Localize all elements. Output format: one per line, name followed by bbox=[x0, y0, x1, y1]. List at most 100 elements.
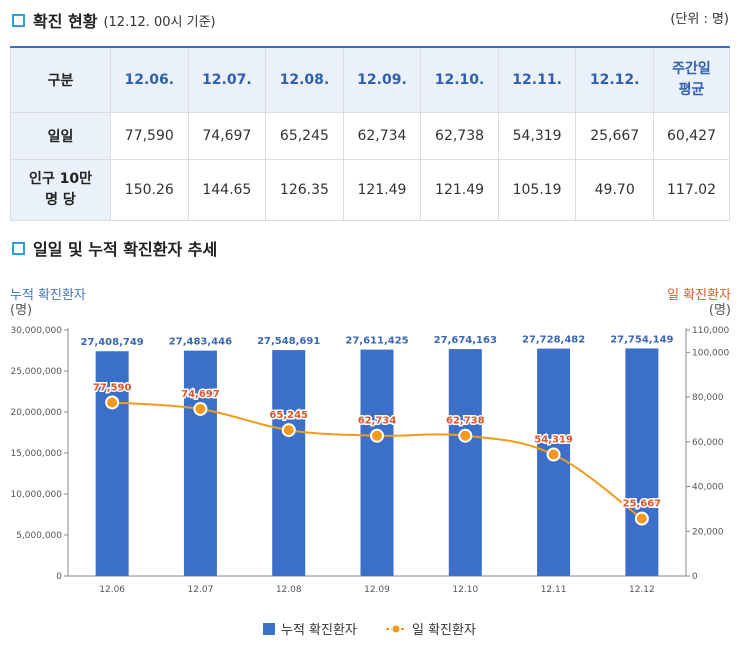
daily-cases-value-label: 54,319 bbox=[534, 435, 573, 446]
row-label-line1: 인구 10만 bbox=[29, 171, 92, 187]
right-axis-title: 일 확진환자 bbox=[667, 288, 731, 303]
legend-bar-label: 누적 확진환자 bbox=[281, 623, 357, 638]
right-axis-tick-label: 40,000 bbox=[692, 483, 724, 493]
daily-cases-point bbox=[634, 511, 649, 526]
section-square-icon bbox=[12, 13, 25, 27]
x-axis-tick-label: 12.06 bbox=[99, 585, 125, 595]
table-cell: 62,734 bbox=[342, 112, 422, 160]
date-header: 12.11. bbox=[497, 46, 577, 113]
left-axis-tick-label: 0 bbox=[56, 572, 62, 582]
table-cell: 77,590 bbox=[110, 112, 189, 160]
date-header: 12.09. bbox=[342, 46, 422, 113]
left-axis-tick-label: 5,000,000 bbox=[16, 531, 62, 541]
bar-value-label: 27,728,482 bbox=[522, 335, 585, 346]
bar-value-label: 27,548,691 bbox=[257, 336, 320, 347]
bar-value-label: 27,408,749 bbox=[81, 337, 144, 348]
date-header: 12.07. bbox=[187, 46, 267, 113]
legend-line-label: 일 확진환자 bbox=[412, 623, 476, 638]
daily-cases-value-label: 77,590 bbox=[93, 382, 132, 393]
date-header: 12.10. bbox=[420, 46, 499, 113]
legend-bar-swatch bbox=[263, 623, 275, 635]
table-corner-header: 구분 bbox=[10, 46, 111, 113]
status-title: 확진 현황 bbox=[33, 12, 98, 31]
table-cell: 65,245 bbox=[265, 112, 344, 160]
bar-cumulative bbox=[183, 350, 217, 576]
confirmed-cases-table: 구분 12.06. 12.07. 12.08. 12.09. 12.10. 12… bbox=[10, 46, 730, 221]
status-section-header: 확진 현황 (12.12. 00시 기준) bbox=[12, 8, 216, 32]
table-cell-average: 117.02 bbox=[653, 159, 730, 221]
daily-cases-point bbox=[458, 428, 473, 443]
daily-cases-point bbox=[281, 423, 296, 438]
daily-cases-point bbox=[105, 395, 120, 410]
row-label-per-100k: 인구 10만 명 당 bbox=[10, 159, 111, 221]
row-label-daily: 일일 bbox=[10, 112, 111, 160]
daily-cases-value-label: 65,245 bbox=[269, 410, 308, 421]
legend-line-marker bbox=[391, 624, 401, 634]
daily-cases-value-label: 62,738 bbox=[446, 416, 485, 427]
bar-value-label: 27,754,149 bbox=[610, 334, 673, 345]
table-header-row: 구분 12.06. 12.07. 12.08. 12.09. 12.10. 12… bbox=[10, 46, 730, 113]
table-cell: 25,667 bbox=[575, 112, 654, 160]
x-axis-tick-label: 12.12 bbox=[629, 585, 655, 595]
section-square-icon bbox=[12, 241, 25, 255]
x-axis-tick-label: 12.09 bbox=[364, 585, 390, 595]
table-cell: 121.49 bbox=[342, 159, 422, 221]
left-axis-tick-label: 30,000,000 bbox=[10, 326, 62, 336]
weekly-average-label-line1: 주간일 bbox=[672, 61, 711, 77]
row-label-line2: 명 당 bbox=[45, 192, 76, 208]
date-header: 12.12. bbox=[575, 46, 654, 113]
bar-value-label: 27,674,163 bbox=[434, 335, 497, 346]
daily-cases-value-label: 62,734 bbox=[358, 416, 397, 427]
right-axis-tick-label: 110,000 bbox=[692, 326, 729, 336]
trend-section-header: 일일 및 누적 확진환자 추세 bbox=[12, 236, 217, 260]
table-cell: 49.70 bbox=[575, 159, 654, 221]
trend-title: 일일 및 누적 확진환자 추세 bbox=[33, 240, 218, 259]
right-axis-unit: (명) bbox=[708, 303, 731, 318]
left-axis-unit: (명) bbox=[10, 303, 33, 318]
left-axis-tick-label: 10,000,000 bbox=[10, 490, 62, 500]
table-cell-average: 60,427 bbox=[653, 112, 730, 160]
table-cell: 74,697 bbox=[187, 112, 267, 160]
x-axis-tick-label: 12.08 bbox=[276, 585, 302, 595]
x-axis-tick-label: 12.11 bbox=[541, 585, 567, 595]
left-axis-tick-label: 20,000,000 bbox=[10, 408, 62, 418]
bar-cumulative bbox=[537, 348, 571, 576]
right-axis-tick-label: 20,000 bbox=[692, 527, 724, 537]
table-cell: 144.65 bbox=[187, 159, 267, 221]
x-axis-tick-label: 12.07 bbox=[188, 585, 214, 595]
bar-cumulative bbox=[448, 349, 482, 576]
daily-cases-point bbox=[193, 401, 208, 416]
bar-cumulative bbox=[625, 348, 659, 576]
date-header: 12.08. bbox=[265, 46, 344, 113]
left-axis-tick-label: 15,000,000 bbox=[10, 449, 62, 459]
right-axis-tick-label: 100,000 bbox=[692, 348, 729, 358]
table-cell: 105.19 bbox=[497, 159, 577, 221]
right-axis-tick-label: 60,000 bbox=[692, 438, 724, 448]
table-cell: 54,319 bbox=[497, 112, 577, 160]
unit-label: (단위 : 명) bbox=[670, 12, 729, 27]
bar-value-label: 27,483,446 bbox=[169, 337, 232, 348]
trend-chart: 0 5,000,000 10,000,000 15,000,000 20,000,000… bbox=[10, 326, 729, 638]
bar-cumulative bbox=[272, 350, 306, 576]
table-row: 인구 10만 명 당 150.26 144.65 126.35 121.49 1… bbox=[10, 159, 730, 221]
daily-cases-point bbox=[546, 447, 561, 462]
table-row: 일일 77,590 74,697 65,245 62,734 62,738 54… bbox=[10, 112, 730, 160]
right-axis-tick-label: 80,000 bbox=[692, 393, 724, 403]
bar-value-label: 27,611,425 bbox=[345, 336, 408, 347]
x-axis-tick-label: 12.10 bbox=[452, 585, 478, 595]
weekly-average-header: 주간일 평균 bbox=[653, 46, 730, 113]
table-cell: 62,738 bbox=[420, 112, 499, 160]
status-subtitle: (12.12. 00시 기준) bbox=[103, 14, 216, 30]
table-cell: 126.35 bbox=[265, 159, 344, 221]
daily-cases-value-label: 25,667 bbox=[623, 499, 662, 510]
date-header: 12.06. bbox=[110, 46, 189, 113]
right-axis-tick-label: 0 bbox=[692, 572, 698, 582]
table-cell: 150.26 bbox=[110, 159, 189, 221]
bar-cumulative bbox=[95, 351, 129, 576]
daily-cases-point bbox=[370, 428, 384, 443]
table-cell: 121.49 bbox=[420, 159, 499, 221]
weekly-average-label-line2: 평균 bbox=[678, 82, 705, 98]
bar-cumulative bbox=[360, 349, 394, 576]
left-axis-tick-label: 25,000,000 bbox=[10, 367, 62, 377]
daily-cases-value-label: 74,697 bbox=[181, 389, 220, 400]
